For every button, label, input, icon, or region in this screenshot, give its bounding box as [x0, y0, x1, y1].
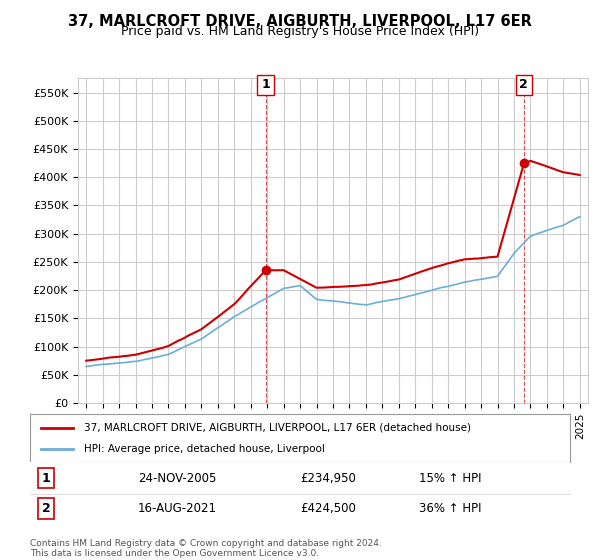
- Text: 2: 2: [520, 78, 528, 91]
- Text: 24-NOV-2005: 24-NOV-2005: [138, 472, 217, 484]
- Text: Price paid vs. HM Land Registry's House Price Index (HPI): Price paid vs. HM Land Registry's House …: [121, 25, 479, 38]
- Text: 37, MARLCROFT DRIVE, AIGBURTH, LIVERPOOL, L17 6ER (detached house): 37, MARLCROFT DRIVE, AIGBURTH, LIVERPOOL…: [84, 423, 471, 433]
- Text: 36% ↑ HPI: 36% ↑ HPI: [419, 502, 481, 515]
- Text: 1: 1: [261, 78, 270, 91]
- Text: 16-AUG-2021: 16-AUG-2021: [138, 502, 217, 515]
- Text: 37, MARLCROFT DRIVE, AIGBURTH, LIVERPOOL, L17 6ER: 37, MARLCROFT DRIVE, AIGBURTH, LIVERPOOL…: [68, 14, 532, 29]
- Text: £234,950: £234,950: [300, 472, 356, 484]
- Text: Contains HM Land Registry data © Crown copyright and database right 2024.
This d: Contains HM Land Registry data © Crown c…: [30, 539, 382, 558]
- Text: £424,500: £424,500: [300, 502, 356, 515]
- Text: 1: 1: [42, 472, 50, 484]
- Text: 15% ↑ HPI: 15% ↑ HPI: [419, 472, 481, 484]
- Text: HPI: Average price, detached house, Liverpool: HPI: Average price, detached house, Live…: [84, 444, 325, 454]
- Text: 2: 2: [42, 502, 50, 515]
